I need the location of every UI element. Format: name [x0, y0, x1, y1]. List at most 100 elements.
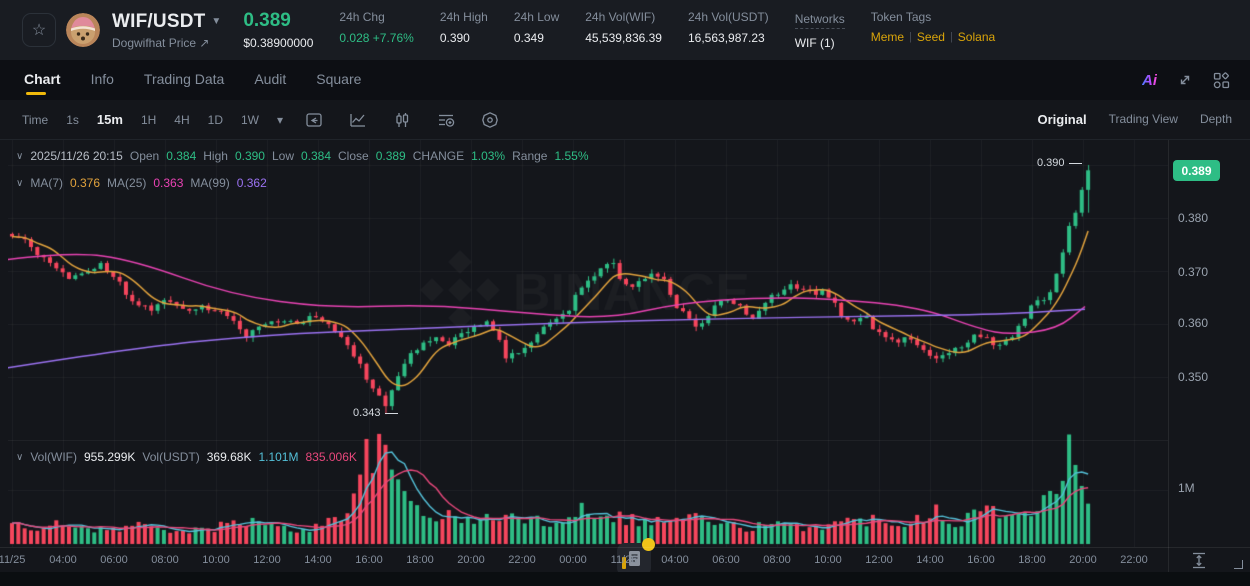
ai-assistant-button[interactable]: Ai — [1142, 71, 1157, 89]
interval-dropdown-caret[interactable]: ▾ — [276, 112, 284, 127]
time-axis[interactable]: 11/25 04:00 06:00 08:00 10:00 12:00 14:00 16:00… — [0, 547, 1250, 572]
time-label: 11/25 — [0, 554, 26, 566]
stat-token-tags: Token Tags Meme | Seed | Solana — [870, 10, 996, 44]
time-label: 06:00 — [100, 554, 128, 566]
price-tick: 0.380 — [1178, 211, 1209, 225]
time-label: 10:00 — [202, 554, 230, 566]
volume-legend: ∨ Vol(WIF) 955.299K Vol(USDT) 369.68K 1.… — [16, 450, 357, 464]
price-tick: 0.360 — [1178, 316, 1209, 330]
last-price-usd: $0.38900000 — [243, 36, 314, 50]
price-axis-separator — [1168, 140, 1169, 572]
last-price: 0.389 — [243, 10, 291, 31]
tab-square[interactable]: Square — [316, 71, 362, 87]
time-label: 08:00 — [763, 554, 791, 566]
time-label: 22:00 — [508, 554, 536, 566]
interval-1w[interactable]: 1W — [240, 112, 259, 127]
last-price-badge: 0.389 — [1173, 160, 1220, 181]
price-tick: 0.350 — [1178, 370, 1209, 384]
auto-fit-icon[interactable] — [1190, 552, 1208, 574]
session-low-marker: 0.343 — [353, 407, 398, 419]
time-label: 04:00 — [49, 554, 77, 566]
stat-24h-chg: 24h Chg 0.028 +7.76% — [339, 10, 414, 45]
stat-networks: Networks WIF (1) — [794, 10, 845, 50]
news-event-marker[interactable] — [617, 538, 655, 576]
view-depth[interactable]: Depth — [1199, 112, 1232, 126]
time-label: 00:00 — [559, 554, 587, 566]
tab-info[interactable]: Info — [90, 71, 114, 87]
price-tick: 0.370 — [1178, 265, 1209, 279]
time-label: 14:00 — [916, 554, 944, 566]
pair-subtitle-link[interactable]: Dogwifhat Price ↗ — [112, 35, 210, 50]
time-label: 06:00 — [712, 554, 740, 566]
time-label: 11/26 — [610, 554, 638, 566]
legend-datetime: 2025/11/26 20:15 — [30, 149, 123, 163]
stat-24h-vol-usdt: 24h Vol(USDT) 16,563,987.23 — [687, 10, 769, 45]
chart-region: ∨ 2025/11/26 20:15 Open 0.384 High 0.390 L… — [0, 140, 1250, 576]
interval-4h[interactable]: 4H — [174, 112, 190, 127]
bottom-strip — [0, 572, 1250, 586]
networks-label[interactable]: Networks — [794, 12, 845, 29]
pane-divider[interactable] — [8, 440, 1168, 441]
time-label: 16:00 — [355, 554, 383, 566]
tag-seed[interactable]: Seed — [916, 30, 945, 44]
time-label: 18:00 — [406, 554, 434, 566]
stat-24h-low: 24h Low 0.349 — [513, 10, 560, 45]
time-label: 08:00 — [151, 554, 179, 566]
line-chart-style-icon[interactable] — [349, 111, 367, 129]
price-chart-canvas[interactable] — [8, 140, 1168, 547]
time-label: Time — [22, 112, 49, 127]
interval-1h[interactable]: 1H — [140, 112, 157, 127]
resize-corner[interactable] — [1234, 560, 1243, 569]
jump-to-date-icon[interactable] — [305, 111, 323, 129]
favorite-button[interactable]: ☆ — [22, 13, 56, 47]
volume-tick: 1M — [1178, 481, 1195, 495]
coin-logo — [66, 13, 100, 47]
tab-chart[interactable]: Chart — [24, 61, 61, 99]
time-label: 10:00 — [814, 554, 842, 566]
time-label: 18:00 — [1018, 554, 1046, 566]
notification-dot — [642, 538, 655, 551]
time-label: 20:00 — [1069, 554, 1097, 566]
time-label: 12:00 — [253, 554, 281, 566]
view-original[interactable]: Original — [1037, 112, 1087, 127]
tab-bar: Chart Info Trading Data Audit Square Ai — [0, 60, 1250, 100]
time-label: 16:00 — [967, 554, 995, 566]
interval-1s[interactable]: 1s — [66, 112, 79, 127]
stat-24h-vol-wif: 24h Vol(WIF) 45,539,836.39 — [585, 10, 662, 45]
time-label: 20:00 — [457, 554, 485, 566]
tag-meme[interactable]: Meme — [870, 30, 905, 44]
pair-selector[interactable]: WIF/USDT ▼ — [112, 11, 221, 33]
fullscreen-icon[interactable] — [1177, 72, 1193, 88]
chart-settings-icon[interactable] — [481, 111, 499, 129]
collapse-caret-icon[interactable]: ∨ — [16, 177, 24, 189]
ohlc-legend: ∨ 2025/11/26 20:15 Open 0.384 High 0.390 L… — [16, 149, 589, 163]
candlestick-style-icon[interactable] — [393, 111, 411, 129]
stat-24h-high: 24h High 0.390 — [439, 10, 488, 45]
indicators-icon[interactable] — [437, 111, 455, 129]
chart-toolbar: Time 1s 15m 1H 4H 1D 1W ▾ — [0, 100, 1250, 140]
news-accent-bar — [622, 557, 626, 569]
time-label: 14:00 — [304, 554, 332, 566]
interval-1d[interactable]: 1D — [207, 112, 223, 127]
time-label: 22:00 — [1120, 554, 1148, 566]
external-link-icon: ↗ — [199, 35, 210, 50]
tag-solana[interactable]: Solana — [957, 30, 996, 44]
tab-audit[interactable]: Audit — [254, 71, 287, 87]
networks-value: WIF (1) — [794, 36, 835, 50]
view-trading-view[interactable]: Trading View — [1108, 112, 1178, 126]
ticker-header: ☆ WIF/USDT ▼ Dogwifhat Price ↗ — [0, 0, 1250, 60]
time-label: 12:00 — [865, 554, 893, 566]
star-icon: ☆ — [31, 22, 47, 39]
pair-title: WIF/USDT — [112, 10, 206, 32]
tab-trading-data[interactable]: Trading Data — [143, 71, 225, 87]
widgets-grid-icon[interactable] — [1213, 71, 1230, 89]
collapse-caret-icon[interactable]: ∨ — [16, 150, 24, 162]
ma-legend: ∨ MA(7) 0.376 MA(25) 0.363 MA(99) 0.362 — [16, 176, 267, 190]
chevron-down-icon: ▼ — [211, 16, 222, 27]
interval-15m[interactable]: 15m — [96, 112, 123, 127]
marker-dash — [1068, 162, 1082, 164]
marker-dash — [384, 412, 398, 414]
document-icon — [628, 550, 641, 572]
collapse-caret-icon[interactable]: ∨ — [16, 451, 24, 463]
